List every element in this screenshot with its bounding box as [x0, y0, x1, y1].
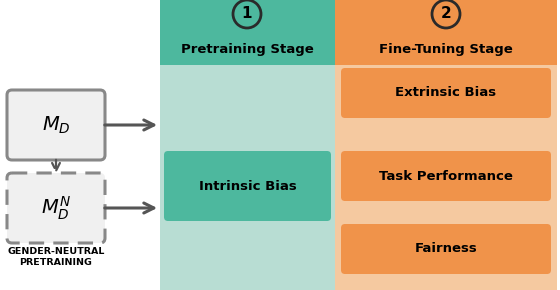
Text: $\mathit{M}_D^N$: $\mathit{M}_D^N$ — [41, 194, 71, 222]
FancyBboxPatch shape — [341, 68, 551, 118]
Text: 1: 1 — [242, 6, 252, 21]
FancyBboxPatch shape — [7, 173, 105, 243]
Bar — [160, 0, 335, 290]
Bar — [335, 0, 557, 290]
Text: Task Performance: Task Performance — [379, 169, 513, 182]
Text: Pretraining Stage: Pretraining Stage — [181, 44, 314, 57]
FancyBboxPatch shape — [7, 90, 105, 160]
FancyBboxPatch shape — [341, 224, 551, 274]
FancyBboxPatch shape — [341, 151, 551, 201]
Text: Fairness: Fairness — [414, 242, 477, 255]
Text: Intrinsic Bias: Intrinsic Bias — [199, 180, 296, 193]
Text: Extrinsic Bias: Extrinsic Bias — [395, 86, 497, 99]
Circle shape — [432, 0, 460, 28]
Circle shape — [233, 0, 261, 28]
Bar — [160, 0, 335, 65]
Text: $\mathit{M}_D$: $\mathit{M}_D$ — [41, 114, 71, 136]
Text: GENDER-NEUTRAL
PRETRAINING: GENDER-NEUTRAL PRETRAINING — [7, 246, 105, 267]
Bar — [335, 0, 557, 65]
Text: Fine-Tuning Stage: Fine-Tuning Stage — [379, 44, 513, 57]
FancyBboxPatch shape — [164, 151, 331, 221]
Text: 2: 2 — [441, 6, 451, 21]
